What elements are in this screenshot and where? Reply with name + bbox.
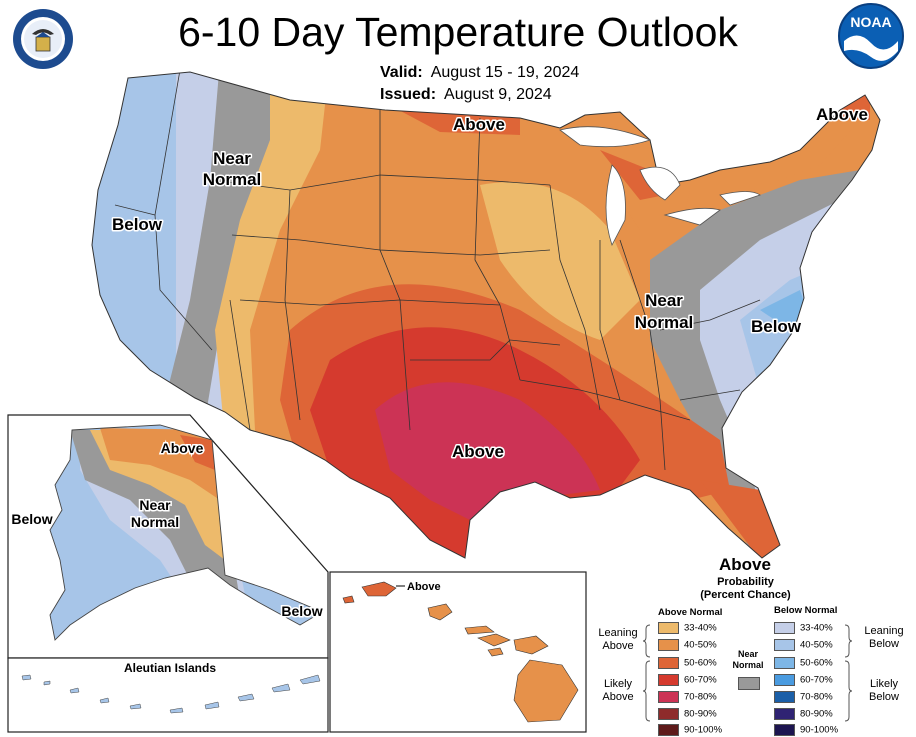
legend-leaning-below: Leaning Below xyxy=(856,625,912,651)
legend-likely-above-2: Above xyxy=(602,691,634,703)
legend-below-bin-row: 40-50% xyxy=(774,639,833,651)
label-alaska-below-west: Below xyxy=(11,511,52,527)
legend-below-bin-swatch xyxy=(774,622,795,634)
legend-above-bin-label: 33-40% xyxy=(684,622,717,634)
legend-below-bin-label: 80-90% xyxy=(800,708,833,720)
legend-below-bin-label: 90-100% xyxy=(800,724,839,736)
legend-below-bin-row: 80-90% xyxy=(774,708,833,720)
legend-below-bin-row: 33-40% xyxy=(774,622,833,634)
label-below-west: Below xyxy=(112,215,163,234)
legend-above-bin-row: 33-40% xyxy=(658,622,717,634)
label-near-normal-east-1: Near xyxy=(645,291,683,310)
label-above-north: Above xyxy=(453,115,505,134)
legend-below-bin-label: 70-80% xyxy=(800,691,833,703)
legend-above-bin-row: 80-90% xyxy=(658,708,717,720)
valid-label: Valid: xyxy=(380,64,423,81)
legend-above-bin-label: 70-80% xyxy=(684,691,717,703)
label-above-south: Above xyxy=(452,442,504,461)
legend-above-bin-swatch xyxy=(658,622,679,634)
hawaii-islands xyxy=(342,581,579,723)
legend-below-bin-swatch xyxy=(774,639,795,651)
legend-likely-below: Likely Below xyxy=(856,678,912,704)
legend-leaning-below-1: Leaning xyxy=(864,625,904,637)
label-alaska-near-normal-2: Normal xyxy=(131,514,179,530)
map-title: 6-10 Day Temperature Outlook xyxy=(178,9,738,55)
legend-below-bin-swatch xyxy=(774,691,795,703)
issued-date: Issued: August 9, 2024 xyxy=(380,86,552,104)
legend: Probability (Percent Chance) Above Norma… xyxy=(588,557,913,736)
legend-leaning-above-2: Above xyxy=(602,640,634,652)
legend-below-bin-label: 33-40% xyxy=(800,622,833,634)
legend-near-normal-swatch xyxy=(738,677,760,690)
label-below-east: Below xyxy=(751,317,802,336)
legend-below-bin-row: 60-70% xyxy=(774,674,833,686)
legend-above-bin-row: 60-70% xyxy=(658,674,717,686)
aleutian-islands-shapes xyxy=(21,674,321,714)
noaa-logo: NOAA xyxy=(838,3,904,69)
legend-above-bin-swatch xyxy=(658,674,679,686)
legend-above-bin-row: 70-80% xyxy=(658,691,717,703)
legend-braces xyxy=(642,624,853,722)
valid-dates: Valid: August 15 - 19, 2024 xyxy=(380,64,579,82)
legend-above-header: Above Normal xyxy=(658,607,723,618)
legend-above-bin-label: 90-100% xyxy=(684,724,723,736)
legend-below-bin-row: 70-80% xyxy=(774,691,833,703)
legend-above-bin-row: 50-60% xyxy=(658,657,717,669)
label-aleutian-islands: Aleutian Islands xyxy=(124,661,216,675)
legend-likely-above: Likely Above xyxy=(590,678,646,704)
legend-above-bin-swatch xyxy=(658,691,679,703)
aleutian-inset-frame xyxy=(7,657,329,733)
legend-leaning-above-1: Leaning xyxy=(598,627,638,639)
legend-below-bin-swatch xyxy=(774,657,795,669)
noaa-logo-text: NOAA xyxy=(850,14,891,30)
legend-likely-above-1: Likely xyxy=(603,678,633,690)
legend-above-bin-row: 40-50% xyxy=(658,639,717,651)
legend-title-1: Probability xyxy=(717,576,774,588)
legend-above-bin-label: 80-90% xyxy=(684,708,717,720)
legend-below-bin-swatch xyxy=(774,674,795,686)
legend-above-bin-label: 50-60% xyxy=(684,657,717,669)
legend-above-bin-swatch xyxy=(658,657,679,669)
legend-title-2: (Percent Chance) xyxy=(700,589,791,601)
label-alaska-near-normal-1: Near xyxy=(139,497,171,513)
conus-outline xyxy=(91,71,881,559)
label-above-florida: Above xyxy=(719,555,771,574)
legend-above-bin-label: 40-50% xyxy=(684,639,717,651)
legend-below-bin-label: 60-70% xyxy=(800,674,833,686)
label-near-normal-east-2: Normal xyxy=(635,313,694,332)
label-near-normal-west-2: Normal xyxy=(203,170,262,189)
legend-below-header: Below Normal xyxy=(774,605,838,616)
label-hawaii-above: Above xyxy=(407,581,441,593)
legend-leaning-above: Leaning Above xyxy=(590,627,646,653)
legend-near-normal-1: Near xyxy=(737,649,758,659)
alaska-outline xyxy=(49,424,323,641)
legend-likely-below-1: Likely xyxy=(869,678,899,690)
legend-near-normal: Near Normal xyxy=(728,649,768,671)
issued-value: August 9, 2024 xyxy=(444,86,552,103)
legend-below-bin-row: 50-60% xyxy=(774,657,833,669)
legend-near-normal-2: Normal xyxy=(732,660,764,670)
legend-below-bin-label: 40-50% xyxy=(800,639,833,651)
legend-likely-below-2: Below xyxy=(869,691,899,703)
issued-label: Issued: xyxy=(380,86,437,103)
legend-below-bin-swatch xyxy=(774,708,795,720)
label-above-northeast: Above xyxy=(816,105,868,124)
valid-value: August 15 - 19, 2024 xyxy=(430,64,580,81)
label-near-normal-west-1: Near xyxy=(213,149,251,168)
label-alaska-below-panhandle: Below xyxy=(281,603,322,619)
label-alaska-above: Above xyxy=(161,440,204,456)
legend-leaning-below-2: Below xyxy=(869,638,899,650)
state-borders xyxy=(114,72,761,471)
department-of-commerce-seal xyxy=(13,9,73,69)
legend-below-bin-label: 50-60% xyxy=(800,657,833,669)
legend-above-bin-swatch xyxy=(658,708,679,720)
legend-above-bin-swatch xyxy=(658,639,679,651)
great-lakes xyxy=(559,126,761,247)
legend-above-bin-label: 60-70% xyxy=(684,674,717,686)
